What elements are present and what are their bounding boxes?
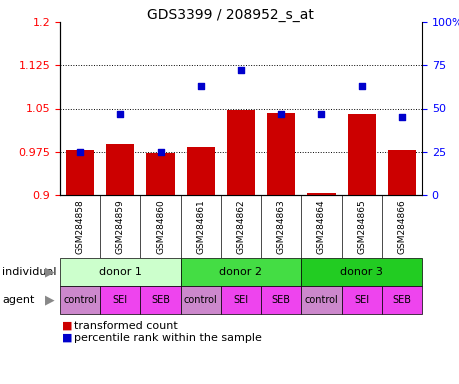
Text: SEB: SEB (392, 295, 410, 305)
Text: control: control (304, 295, 337, 305)
Point (117, 111, 124, 117)
Bar (301, 258, 421, 286)
Text: donor 2: donor 2 (219, 267, 262, 277)
Bar (100, 286, 140, 314)
Text: agent: agent (2, 295, 34, 305)
Point (157, 149, 164, 155)
Bar (140, 286, 180, 314)
Bar (341, 286, 381, 314)
Bar (146, 154, 174, 195)
Bar (66, 150, 94, 195)
Text: donor 1: donor 1 (99, 267, 141, 277)
Bar (381, 286, 421, 314)
Text: GSM284862: GSM284862 (236, 199, 245, 254)
Point (237, 67, 244, 73)
Text: GSM284863: GSM284863 (276, 199, 285, 254)
Text: percentile rank within the sample: percentile rank within the sample (74, 333, 261, 343)
Text: SEI: SEI (233, 295, 248, 305)
Bar (180, 258, 301, 286)
Point (76, 149, 84, 155)
Bar (106, 144, 134, 195)
Text: GDS3399 / 208952_s_at: GDS3399 / 208952_s_at (146, 8, 313, 22)
Point (317, 111, 325, 117)
Text: GSM284865: GSM284865 (356, 199, 365, 254)
Point (196, 83, 204, 89)
Text: control: control (184, 295, 217, 305)
Bar (60, 258, 180, 286)
Bar (60, 286, 100, 314)
Point (397, 114, 405, 120)
Text: SEI: SEI (112, 295, 128, 305)
Bar (267, 113, 295, 195)
Bar (261, 286, 301, 314)
Bar (347, 114, 375, 195)
Text: transformed count: transformed count (74, 321, 177, 331)
Point (277, 111, 284, 117)
Text: GSM284861: GSM284861 (196, 199, 205, 254)
Text: SEB: SEB (271, 295, 290, 305)
Text: SEB: SEB (151, 295, 170, 305)
Bar (387, 150, 415, 195)
Text: donor 3: donor 3 (340, 267, 382, 277)
Text: individual: individual (2, 267, 56, 277)
Text: ■: ■ (62, 321, 73, 331)
Text: GSM284860: GSM284860 (156, 199, 165, 254)
Bar (307, 193, 335, 195)
Text: GSM284866: GSM284866 (397, 199, 405, 254)
Text: ▶: ▶ (45, 293, 55, 306)
Text: SEI: SEI (353, 295, 369, 305)
Text: GSM284859: GSM284859 (116, 199, 124, 254)
Bar (180, 286, 220, 314)
Point (357, 83, 364, 89)
Text: GSM284864: GSM284864 (316, 199, 325, 254)
Bar (301, 286, 341, 314)
Bar (186, 147, 214, 195)
Bar (220, 286, 261, 314)
Text: GSM284858: GSM284858 (75, 199, 84, 254)
Text: ■: ■ (62, 333, 73, 343)
Text: control: control (63, 295, 97, 305)
Bar (226, 110, 255, 195)
Text: ▶: ▶ (45, 265, 55, 278)
